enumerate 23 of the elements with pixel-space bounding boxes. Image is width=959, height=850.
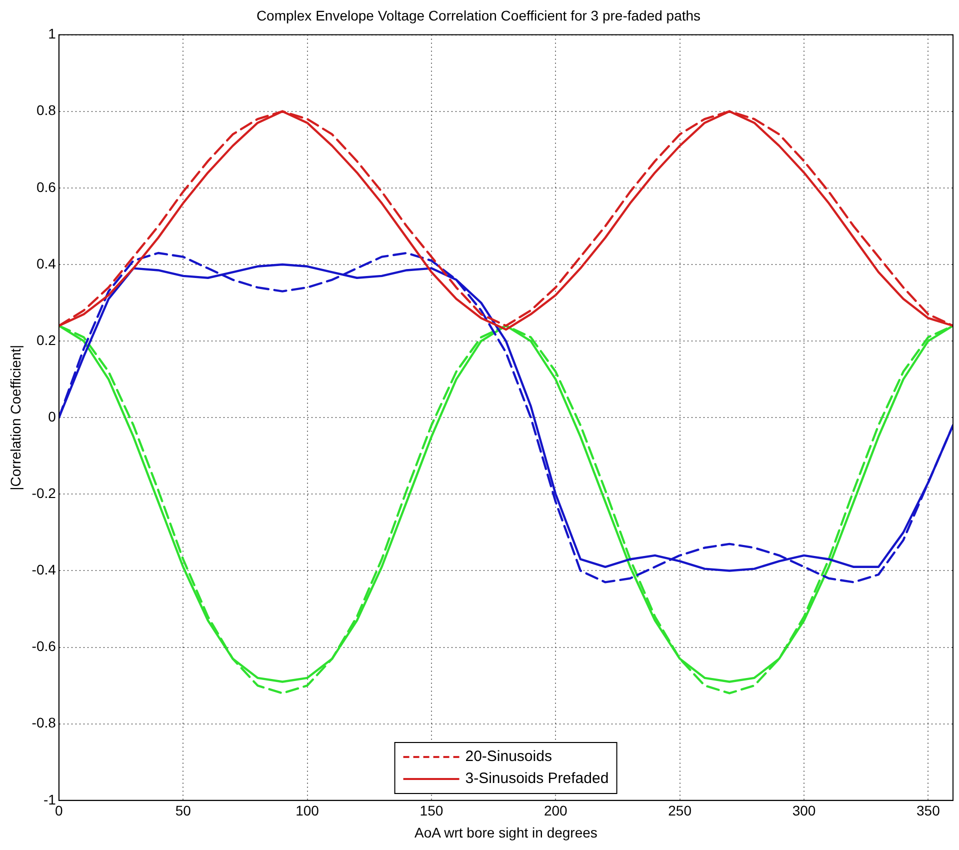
x-tick-label: 350: [916, 802, 940, 819]
x-tick-label: 150: [420, 802, 444, 819]
y-tick-label: -0.4: [32, 562, 56, 578]
y-tick-label: 1: [48, 26, 56, 42]
y-axis-title: |Correlation Coefficient|: [7, 344, 24, 490]
y-tick-label: 0.4: [36, 255, 56, 272]
y-tick-label: -0.6: [32, 638, 56, 654]
y-tick-label: 0.6: [36, 178, 56, 195]
x-axis-title: AoA wrt bore sight in degrees: [414, 824, 598, 840]
y-tick-label: 0: [48, 408, 56, 424]
legend-label: 3-Sinusoids Prefaded: [465, 769, 609, 790]
x-tick-label: 100: [296, 802, 320, 819]
y-tick-label: -0.8: [32, 714, 56, 731]
chart-title: Complex Envelope Voltage Correlation Coefficient for 3 pre-faded paths: [256, 7, 701, 24]
y-tick-label: -1: [43, 791, 56, 808]
y-tick-label: 0.2: [36, 332, 56, 348]
y-tick-label: -0.2: [32, 485, 56, 502]
x-tick-label: 250: [668, 802, 692, 819]
x-tick-label: 200: [544, 802, 568, 819]
legend-label: 20-Sinusoids: [465, 747, 552, 768]
x-tick-label: 50: [175, 802, 192, 819]
y-tick-label: 0.8: [36, 102, 56, 118]
x-tick-label: 300: [792, 802, 816, 819]
